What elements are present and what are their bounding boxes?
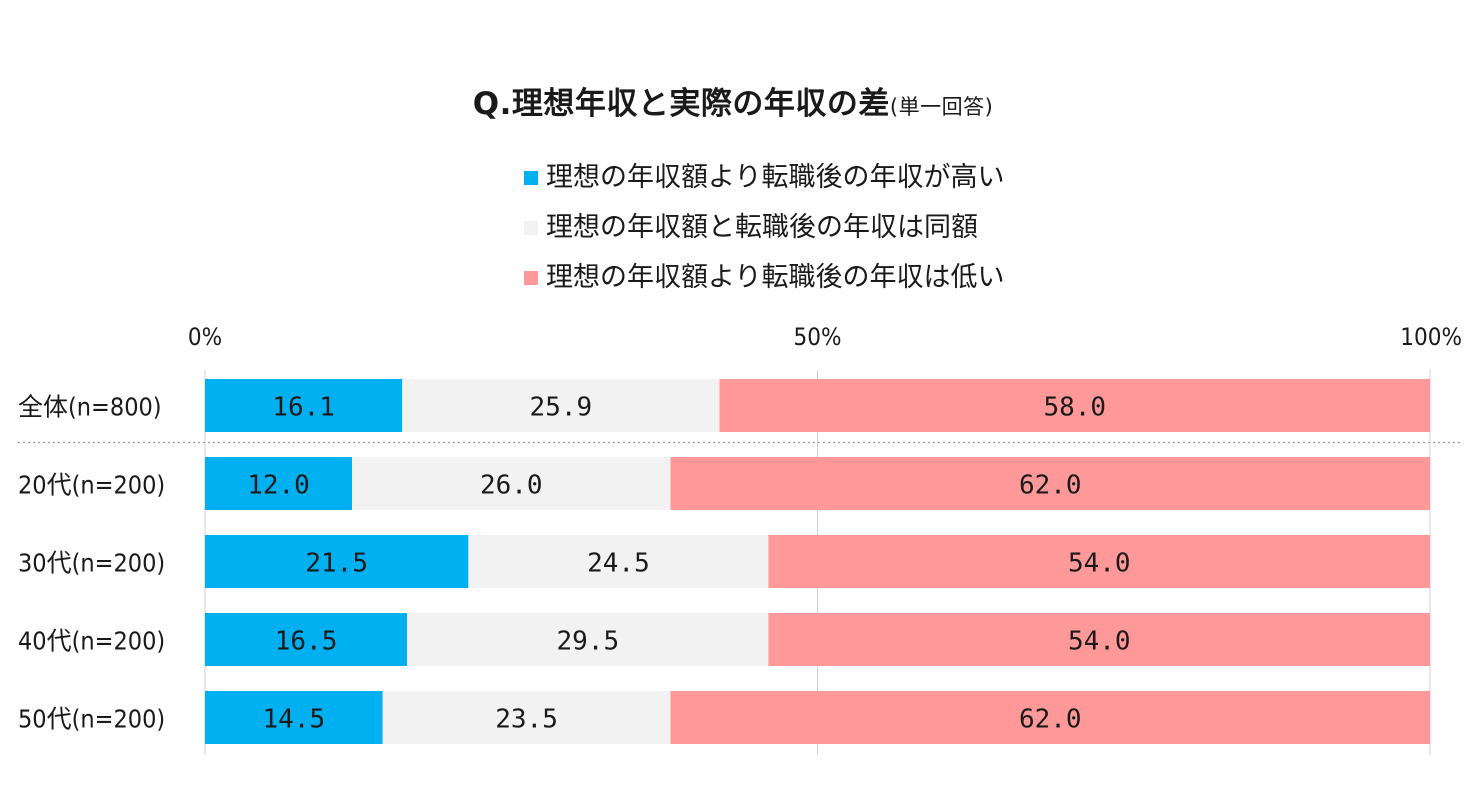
- value-label: 62.0: [1019, 705, 1082, 735]
- legend: 理想の年収額より転職後の年収が高い 理想の年収額と転職後の年収は同額 理想の年収…: [524, 158, 1004, 308]
- value-label: 54.0: [1068, 549, 1131, 579]
- bar-segment: [719, 379, 1430, 432]
- bar-segment: [205, 457, 352, 510]
- category-label: 30代(n=200): [18, 549, 165, 578]
- value-label: 24.5: [587, 549, 650, 579]
- bar-segment: [670, 691, 1430, 744]
- category-label: 50代(n=200): [18, 705, 165, 734]
- x-tick-label: 0%: [188, 323, 222, 351]
- value-label: 62.0: [1019, 471, 1082, 501]
- value-label: 16.5: [275, 627, 338, 657]
- category-label: 20代(n=200): [18, 471, 165, 500]
- legend-swatch-same: [524, 221, 538, 235]
- x-tick-label: 50%: [794, 323, 842, 351]
- bar-segment: [768, 613, 1430, 666]
- value-label: 29.5: [557, 627, 620, 657]
- legend-label-same: 理想の年収額と転職後の年収は同額: [546, 212, 978, 243]
- chart-subtitle: (単一回答): [889, 95, 994, 119]
- legend-swatch-lower: [524, 271, 538, 285]
- category-label: 40代(n=200): [18, 627, 165, 656]
- bar-segment: [407, 613, 769, 666]
- legend-label-higher: 理想の年収額より転職後の年収が高い: [546, 162, 1005, 193]
- x-tick-label: 100%: [1400, 323, 1462, 351]
- value-label: 16.1: [272, 393, 335, 423]
- value-label: 14.5: [263, 705, 326, 735]
- bar-segment: [402, 379, 720, 432]
- value-label: 25.9: [530, 393, 593, 423]
- value-label: 23.5: [495, 705, 558, 735]
- bar-segment: [205, 613, 408, 666]
- value-label: 54.0: [1068, 627, 1131, 657]
- chart-title-main: Q.理想年収と実際の年収の差: [472, 86, 890, 122]
- chart-title: Q.理想年収と実際の年収の差(単一回答): [0, 78, 1466, 123]
- bar-segment: [768, 535, 1430, 588]
- legend-swatch-higher: [524, 171, 538, 185]
- legend-item-same: 理想の年収額と転職後の年収は同額: [524, 208, 1004, 258]
- legend-label-lower: 理想の年収額より転職後の年収は低い: [546, 262, 1005, 293]
- legend-item-higher: 理想の年収額より転職後の年収が高い: [524, 158, 1004, 208]
- bar-segment: [205, 691, 383, 744]
- bar-segment: [468, 535, 769, 588]
- bar-segment: [205, 379, 403, 432]
- value-label: 58.0: [1043, 393, 1106, 423]
- value-label: 12.0: [247, 471, 310, 501]
- bar-segment: [352, 457, 671, 510]
- legend-item-lower: 理想の年収額より転職後の年収は低い: [524, 258, 1004, 308]
- value-label: 21.5: [305, 549, 368, 579]
- category-label: 全体(n=800): [18, 393, 162, 422]
- bar-segment: [205, 535, 469, 588]
- bar-segment: [670, 457, 1430, 510]
- bar-segment: [382, 691, 671, 744]
- value-label: 26.0: [480, 471, 543, 501]
